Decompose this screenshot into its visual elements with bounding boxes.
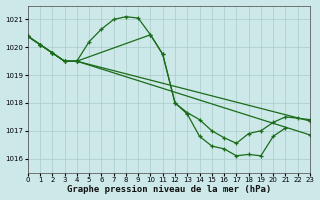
X-axis label: Graphe pression niveau de la mer (hPa): Graphe pression niveau de la mer (hPa): [67, 185, 271, 194]
